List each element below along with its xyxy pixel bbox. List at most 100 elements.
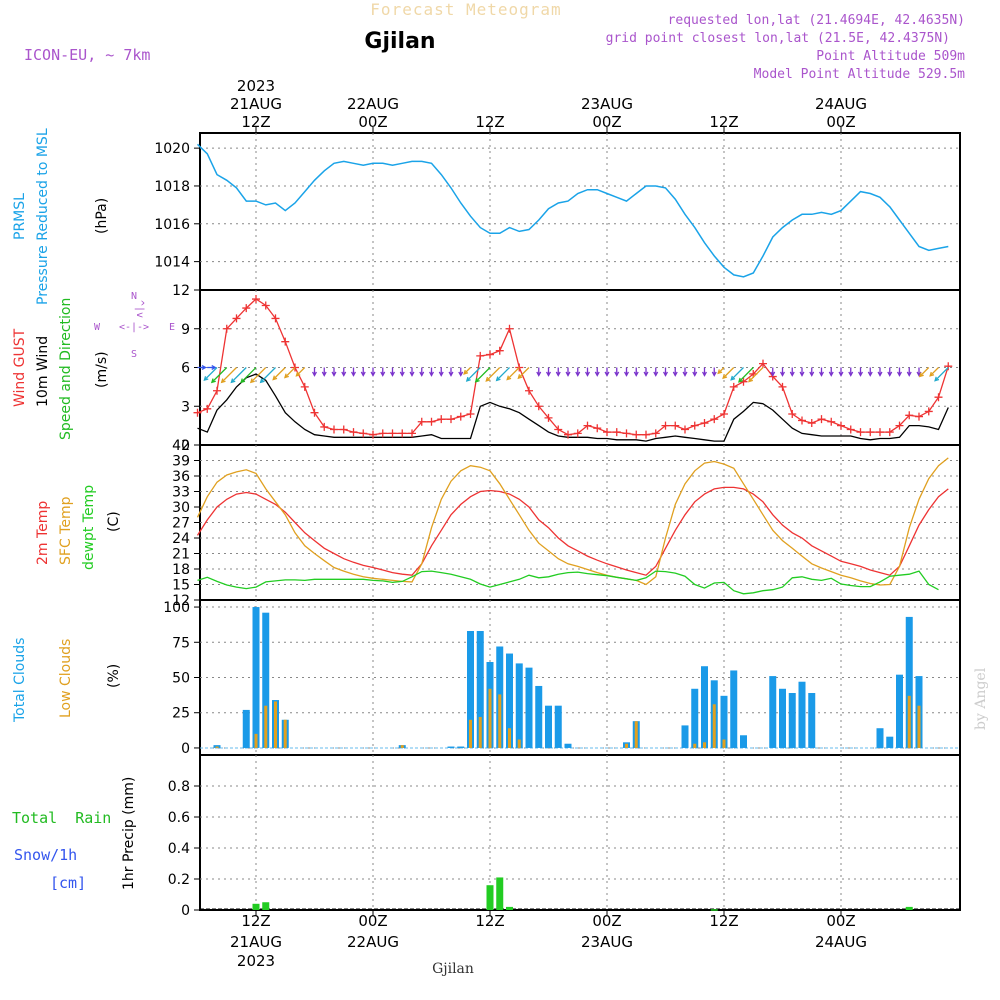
wind-direction-arrow	[429, 367, 434, 377]
wind-label-direction: Speed and Direction	[58, 298, 74, 440]
arrow-head	[203, 376, 209, 382]
pressure-label-1: PRMSL	[12, 193, 28, 240]
low-cloud-bar	[722, 739, 726, 748]
wind-direction-arrow	[380, 367, 386, 377]
arrow-shaft	[738, 367, 754, 383]
gust-marker	[778, 382, 787, 391]
wind-ytick-label: 0	[181, 438, 190, 454]
low-cloud-bar	[634, 721, 638, 748]
total-cloud-bar	[905, 616, 913, 748]
arrow-head	[321, 371, 327, 377]
temperature-ytick-label: 30	[172, 500, 190, 516]
wind-direction-arrow	[390, 367, 395, 377]
gust-marker	[349, 428, 358, 437]
arrow-head	[438, 371, 444, 377]
total-cloud-bar	[457, 746, 465, 748]
temperature-ytick-label: 15	[172, 578, 190, 594]
gust-marker	[359, 429, 368, 438]
wind-direction-arrow	[485, 367, 501, 382]
wind-ytick-label: 9	[181, 322, 190, 338]
bottom-hour-label: 00Z	[826, 912, 855, 930]
total-cloud-bar	[886, 736, 894, 748]
wind-ytick-label: 3	[181, 399, 190, 415]
arrow-head	[738, 377, 743, 383]
sfc_temp-line	[196, 457, 949, 586]
arrow-head	[555, 371, 561, 377]
wind-direction-arrow	[918, 367, 930, 378]
compass-e: E	[169, 322, 175, 333]
compass-rose: N ^|v W <-|-> E S	[94, 291, 175, 360]
gust-marker	[554, 425, 563, 434]
arrow-head	[887, 371, 893, 377]
wind-direction-arrow	[643, 367, 649, 377]
clouds-labels: Total Clouds Low Clouds (%)	[12, 638, 122, 723]
arrow-head	[249, 378, 255, 384]
wind-direction-arrow	[448, 367, 454, 377]
total-cloud-bar	[213, 745, 221, 748]
wind-direction-arrow	[770, 367, 776, 377]
arrow-head	[429, 371, 434, 377]
total-cloud-bar	[691, 688, 699, 748]
wind-unit: (m/s)	[94, 351, 110, 388]
gust-marker	[437, 415, 446, 424]
wind-direction-arrow	[197, 365, 207, 370]
arrow-head	[259, 378, 265, 384]
temp-label-sfc: SFC Temp	[58, 496, 74, 565]
gust-marker	[525, 386, 533, 395]
gust-marker	[505, 324, 514, 333]
wind-direction-arrow	[748, 367, 764, 383]
low-cloud-bar	[478, 716, 482, 748]
gust-marker	[252, 295, 260, 304]
total-cloud-bar	[798, 681, 806, 748]
gust-marker	[837, 421, 845, 430]
wind-panel: 0 3 6 9 12	[172, 283, 961, 454]
arrow-head	[867, 371, 873, 377]
wind-direction-arrow	[295, 367, 306, 377]
arrow-head	[717, 369, 723, 375]
wind-direction-arrow	[575, 367, 581, 377]
gust-marker	[320, 422, 329, 431]
arrow-head	[331, 371, 337, 377]
arrow-head	[633, 371, 639, 377]
precip-ytick-label: 0	[181, 903, 190, 919]
snow-unit: [cm]	[50, 874, 86, 892]
wind-direction-arrow	[799, 367, 805, 377]
precip-ytick-label: 0.2	[168, 872, 190, 888]
gust-marker	[710, 415, 719, 424]
arrow-head	[409, 371, 415, 377]
arrow-head	[284, 373, 289, 379]
wind-direction-arrow	[259, 367, 276, 384]
low-cloud-bar	[693, 743, 697, 748]
low-cloud-bar	[488, 688, 492, 748]
wind-direction-arrow	[848, 367, 854, 377]
temp-unit: (C)	[106, 511, 122, 532]
total-cloud-bar	[720, 695, 728, 748]
arrow-shaft	[517, 367, 530, 379]
gust-marker	[661, 421, 670, 430]
gust-marker	[261, 301, 270, 310]
total-cloud-bar	[447, 746, 455, 748]
watermark: by Angel	[973, 667, 989, 730]
arrow-head	[295, 371, 301, 377]
bottom-date-label: 21AUG	[230, 933, 282, 951]
wind-direction-arrow	[210, 367, 228, 384]
arrow-head	[838, 371, 844, 377]
wind-direction-arrow	[682, 367, 688, 377]
arrow-shaft	[929, 367, 939, 377]
wind-direction-arrow	[672, 367, 678, 377]
wind-direction-arrow	[419, 367, 425, 377]
wind-direction-arrow	[897, 367, 902, 377]
low-cloud-bar	[283, 719, 287, 748]
wind-direction-arrow	[730, 367, 744, 381]
wind-direction-arrow	[809, 367, 815, 377]
total-cloud-bar	[730, 670, 738, 748]
total-cloud-bar	[476, 631, 484, 748]
arrow-head	[351, 371, 356, 377]
wind-direction-arrow	[536, 367, 542, 377]
arrow-shaft	[295, 367, 306, 377]
pressure-unit: (hPa)	[94, 198, 110, 234]
arrow-shaft	[485, 367, 501, 382]
wind-direction-arrow	[517, 367, 530, 380]
total-cloud-bar	[788, 693, 796, 748]
total-cloud-bar	[769, 676, 777, 748]
